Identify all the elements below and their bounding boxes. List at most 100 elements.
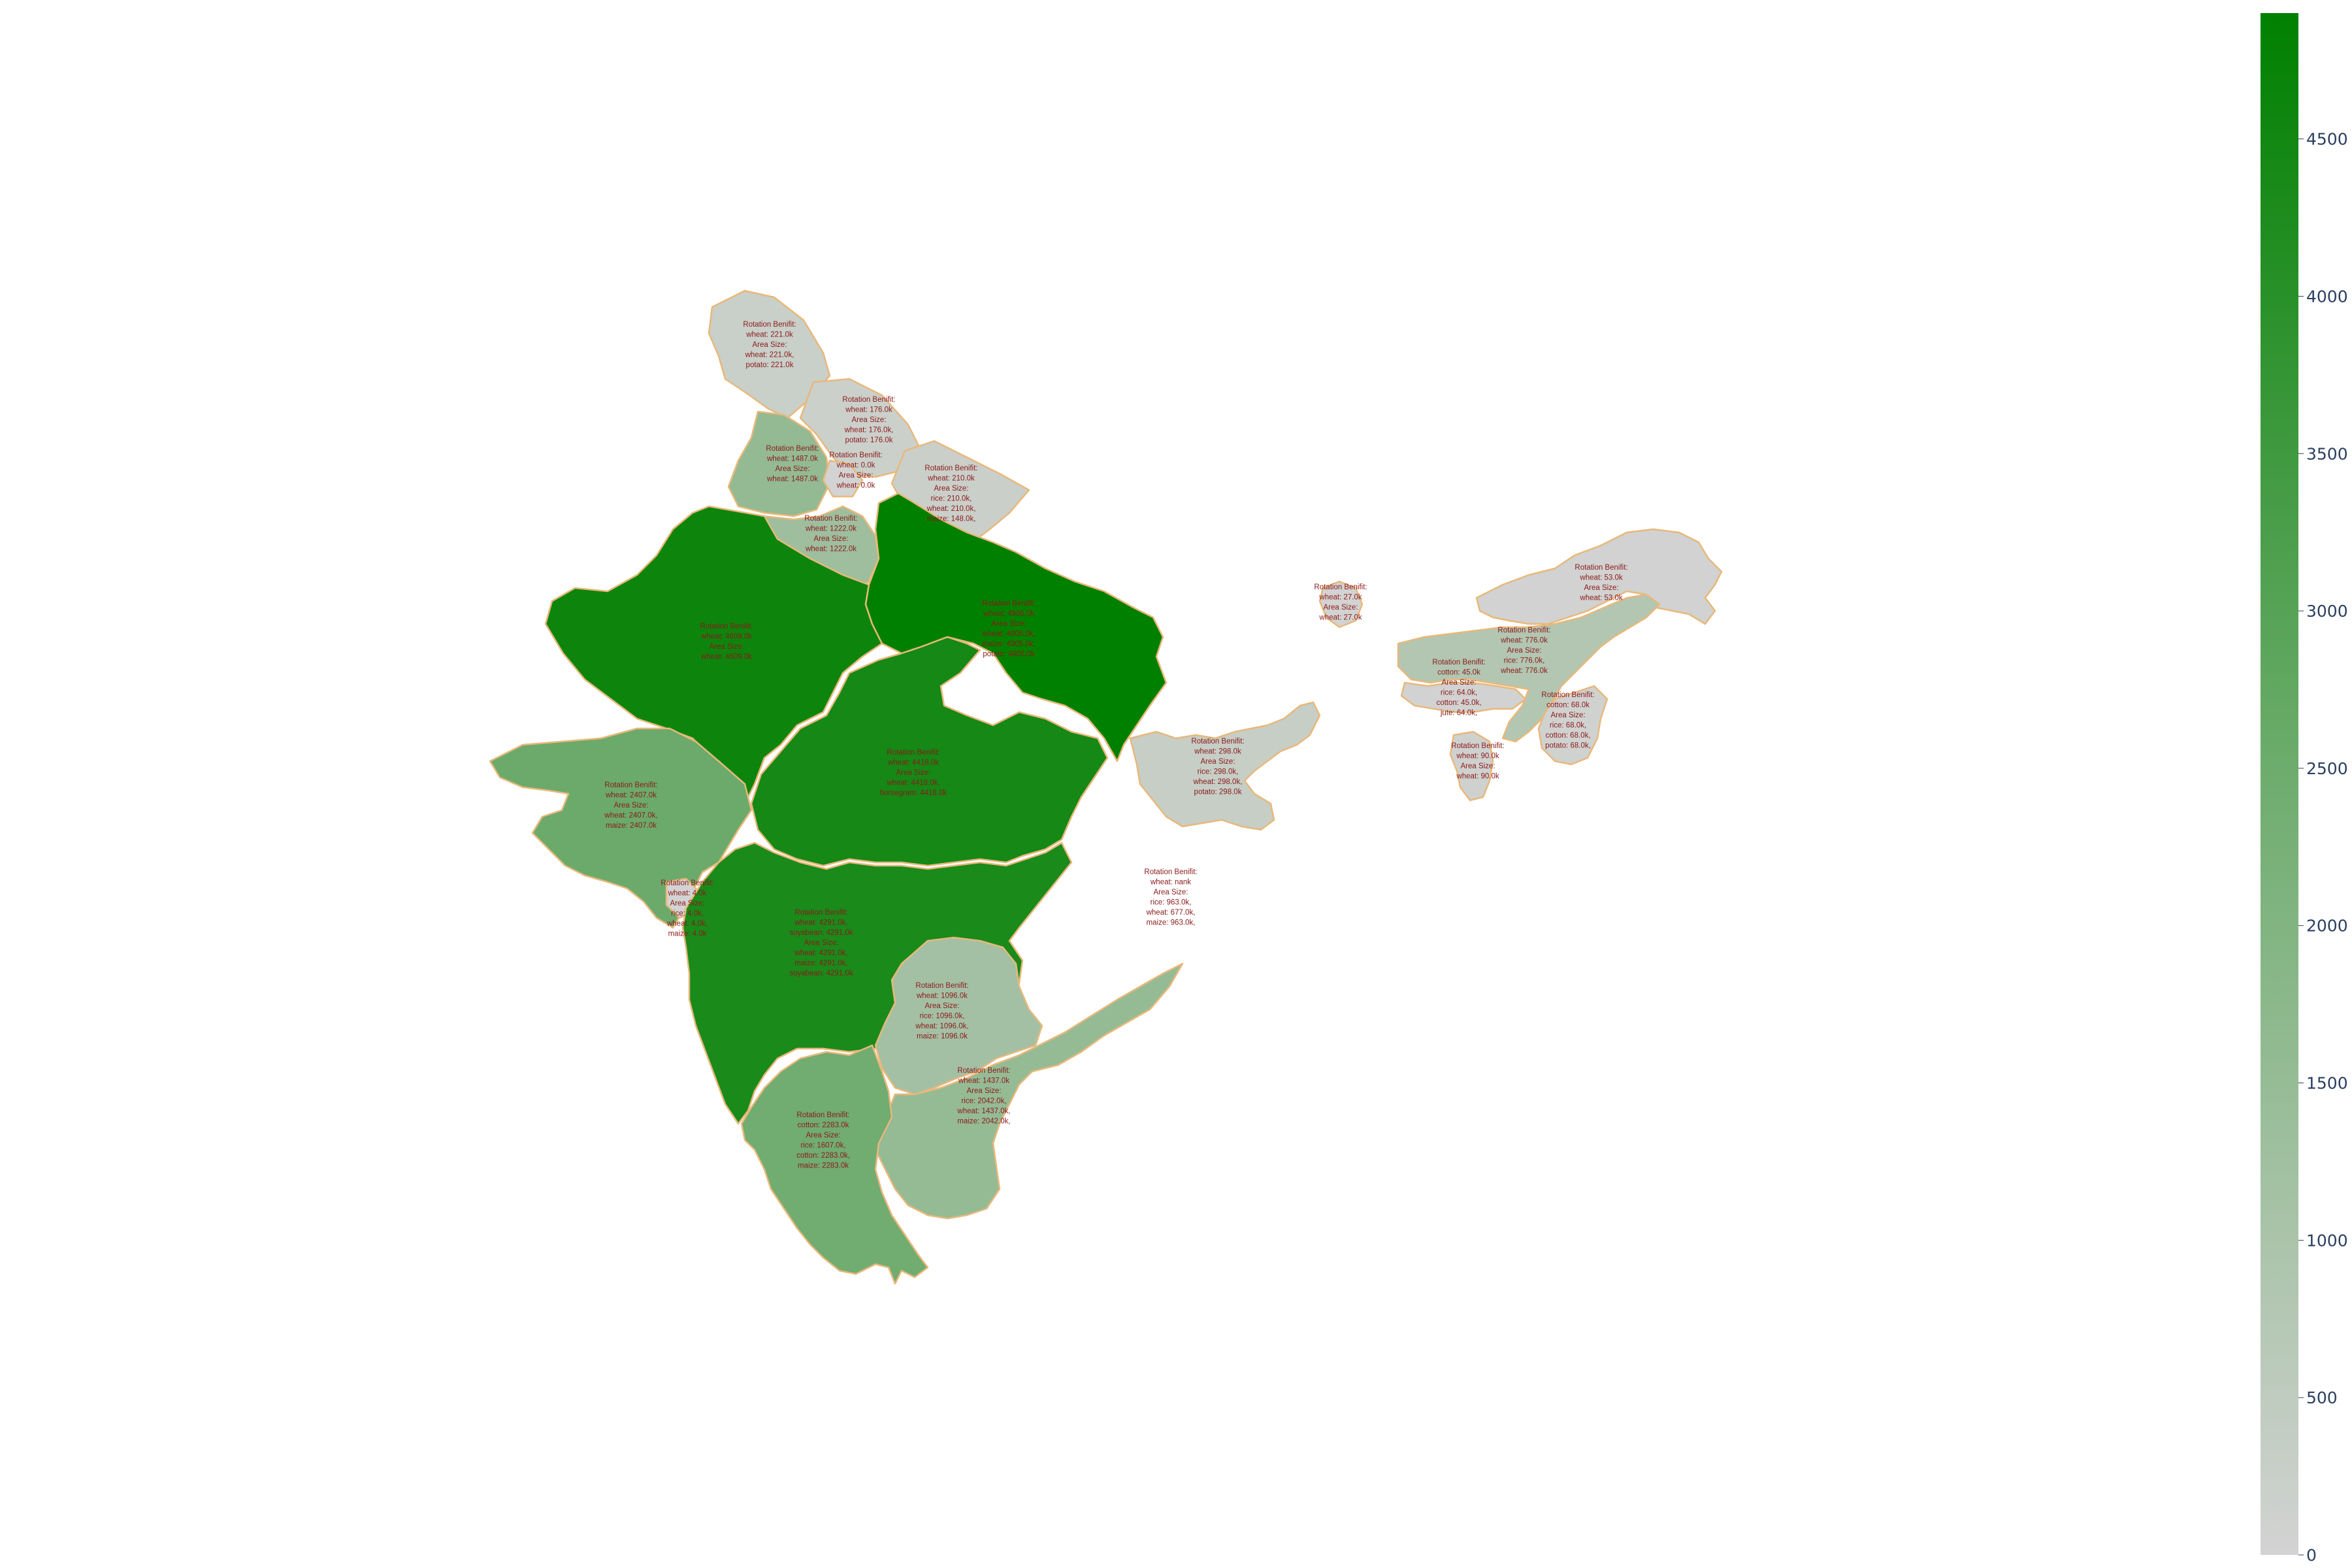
- state-label-line: Area Size:: [1323, 604, 1358, 612]
- state-label-line: rice: 2042.0k,: [961, 1098, 1006, 1105]
- state-label-sikkim: Rotation Benifit: wheat: 27.0k Area Size: w…: [1314, 583, 1367, 622]
- state-meghalaya[interactable]: [1400, 681, 1527, 713]
- state-jammu-kashmir[interactable]: [708, 289, 831, 419]
- state-label-line: potato: 176.0k: [845, 436, 893, 444]
- state-label-line: Area Size:: [1584, 584, 1618, 592]
- state-label-line: wheat: 90.0k: [1456, 753, 1499, 760]
- state-label-line: Area Size:: [804, 939, 838, 947]
- state-sikkim[interactable]: [1318, 580, 1364, 629]
- state-andhra-pradesh[interactable]: [874, 962, 1184, 1220]
- state-label-line: rice: 4.0k,: [671, 910, 704, 918]
- colorbar-tick-label: 4500: [2306, 130, 2348, 149]
- state-label-line: maize: 2283.0k: [798, 1162, 849, 1170]
- state-label-line: potato: 221.0k: [746, 361, 794, 369]
- state-label-line: Area Size:: [775, 465, 809, 473]
- state-label-telangana: Rotation Benifit: wheat: 1096.0k Area Size…: [915, 982, 968, 1041]
- state-label-line: wheat: 2407.0k,: [604, 812, 657, 820]
- state-label-line: wheat: 776.0k: [1500, 637, 1548, 645]
- state-label-line: wheat: 4609.0k: [700, 653, 752, 661]
- state-label-dadra: Rotation Benifit: wheat: 4.0k Area Size: ri…: [661, 879, 713, 938]
- state-manipur[interactable]: [1537, 685, 1609, 766]
- state-label-line: maize: 2042.0k,: [957, 1118, 1010, 1126]
- state-label-line: wheat: 210.0k: [927, 475, 975, 483]
- state-label-line: Rotation Benifit:: [829, 451, 882, 459]
- state-label-line: Area Size:: [670, 900, 704, 907]
- state-jharkhand[interactable]: [1129, 701, 1321, 831]
- state-karnataka[interactable]: [740, 1044, 929, 1285]
- state-label-line: wheat: 4291.0k,: [794, 919, 847, 927]
- state-label-line: rice: 210.0k,: [931, 495, 972, 503]
- state-label-andhra-pradesh: Rotation Benifit: wheat: 1437.0k Area Size…: [956, 1067, 1010, 1126]
- state-label-line: Area Size:: [752, 341, 787, 349]
- state-label-line: Rotation Benifit:: [1575, 564, 1627, 572]
- state-label-line: cotton: 45.0k: [1437, 669, 1480, 677]
- state-label-punjab: Rotation Benifit: wheat: 1487.0k Area Size…: [766, 445, 819, 483]
- state-label-line: wheat: 298.0k: [1194, 748, 1241, 756]
- state-label-line: cotton: 45.0k,: [1436, 699, 1481, 707]
- state-label-jharkhand: Rotation Benifit: wheat: 298.0k Area Size:…: [1191, 738, 1244, 796]
- state-label-line: maize: 4291.0k,: [794, 960, 847, 968]
- state-label-line: wheat: 4609.0k: [700, 633, 752, 641]
- state-label-uttar-pradesh: Rotation Benifit: wheat: 4905.0k Area Size…: [981, 600, 1035, 659]
- state-label-line: cotton: 2283.0k,: [796, 1152, 850, 1160]
- state-label-line: Area Size:: [1200, 758, 1235, 766]
- state-label-line: Rotation Benifit:: [743, 321, 796, 329]
- colorbar-tick-label: 3500: [2306, 444, 2348, 463]
- state-label-line: wheat: 176.0k: [845, 406, 892, 414]
- state-label-line: wheat: 677.0k,: [1146, 909, 1196, 917]
- state-arunachal[interactable]: [1475, 528, 1723, 625]
- state-label-line: Rotation Benifit:: [842, 396, 895, 404]
- state-label-haryana: Rotation Benifit: wheat: 1222.0k Area Size…: [804, 515, 857, 553]
- state-telangana[interactable]: [874, 936, 1043, 1096]
- state-punjab[interactable]: [727, 410, 831, 517]
- state-label-line: Area Size:: [813, 535, 848, 543]
- state-label-line: Rotation Benifit:: [1144, 868, 1197, 876]
- state-label-line: Rotation Benifit:: [700, 623, 753, 630]
- state-label-tripura: Rotation Benifit: wheat: 90.0k Area Size: w…: [1451, 742, 1504, 781]
- state-label-line: Rotation Benifit:: [924, 465, 977, 472]
- state-label-line: soyabean: 4291.0k: [789, 929, 853, 937]
- state-label-line: wheat: 210.0k,: [926, 505, 976, 513]
- state-label-line: potato: 4905.0k: [983, 651, 1035, 659]
- state-label-line: jute: 64.0k,: [1440, 710, 1477, 717]
- state-label-line: Rotation Benifit:: [794, 909, 847, 917]
- state-label-line: wheat: 27.0k: [1318, 594, 1362, 602]
- colorbar-tick-label: 4000: [2306, 287, 2348, 306]
- state-label-line: rice: 64.0k,: [1441, 689, 1477, 697]
- state-label-line: rice: 1607.0k,: [800, 1142, 845, 1150]
- state-assam[interactable]: [1397, 593, 1661, 743]
- colorbar-tick-label: 2500: [2306, 759, 2348, 778]
- state-label-line: wheat: 298.0k,: [1193, 778, 1243, 786]
- state-label-line: maize: 2407.0k: [606, 822, 657, 830]
- state-label-line: wheat: 27.0k: [1318, 614, 1362, 622]
- state-label-line: wheat: 176.0k,: [844, 427, 894, 434]
- state-label-line: wheat: nank: [1150, 879, 1191, 887]
- state-label-line: Rotation Benifit:: [1191, 738, 1244, 745]
- state-label-line: maize: 963.0k,: [1147, 919, 1196, 927]
- state-label-uttarakhand: Rotation Benifit: wheat: 210.0k Area Size:…: [924, 465, 977, 523]
- colorbar-tick-label: 2000: [2306, 917, 2348, 936]
- colorbar: 0 500 1000 1500 2000 2500 3000 3500 4000 4500: [2261, 13, 2348, 1565]
- state-label-line: rice: 963.0k,: [1151, 899, 1192, 907]
- state-label-line: maize: 1096.0k: [917, 1033, 968, 1041]
- state-label-madhya-pradesh: Rotation Benifit: wheat: 4418.0k Area Size…: [880, 749, 947, 797]
- state-label-line: wheat: 1222.0k: [805, 546, 857, 553]
- state-label-arunachal: Rotation Benifit: wheat: 53.0k Area Size: w…: [1575, 564, 1627, 602]
- state-madhya-pradesh[interactable]: [750, 636, 1109, 867]
- state-label-line: maize: 4905.0k,: [982, 640, 1035, 648]
- state-chandigarh[interactable]: [822, 459, 864, 498]
- state-label-line: wheat: 0.0k: [836, 482, 875, 490]
- state-tripura[interactable]: [1449, 730, 1494, 802]
- state-label-line: cotton: 68.0k: [1546, 702, 1590, 710]
- state-label-line: Rotation Benifit:: [957, 1067, 1010, 1075]
- state-himachal[interactable]: [799, 378, 923, 478]
- state-label-karnataka: Rotation Benifit: cotton: 2283.0k Area Siz…: [796, 1111, 850, 1170]
- state-label-line: wheat: 1437.0k: [958, 1077, 1009, 1085]
- state-label-line: Area Size:: [851, 416, 886, 424]
- state-label-line: Area Size:: [896, 769, 930, 777]
- colorbar-tick-label: 1000: [2306, 1231, 2348, 1250]
- state-uttar-pradesh[interactable]: [864, 492, 1168, 762]
- state-label-line: Rotation Benifit:: [915, 982, 968, 990]
- state-label-line: wheat: 2407.0k: [605, 792, 657, 800]
- state-label-odisha: Rotation Benifit: wheat: nank Area Size: ri…: [1144, 868, 1197, 927]
